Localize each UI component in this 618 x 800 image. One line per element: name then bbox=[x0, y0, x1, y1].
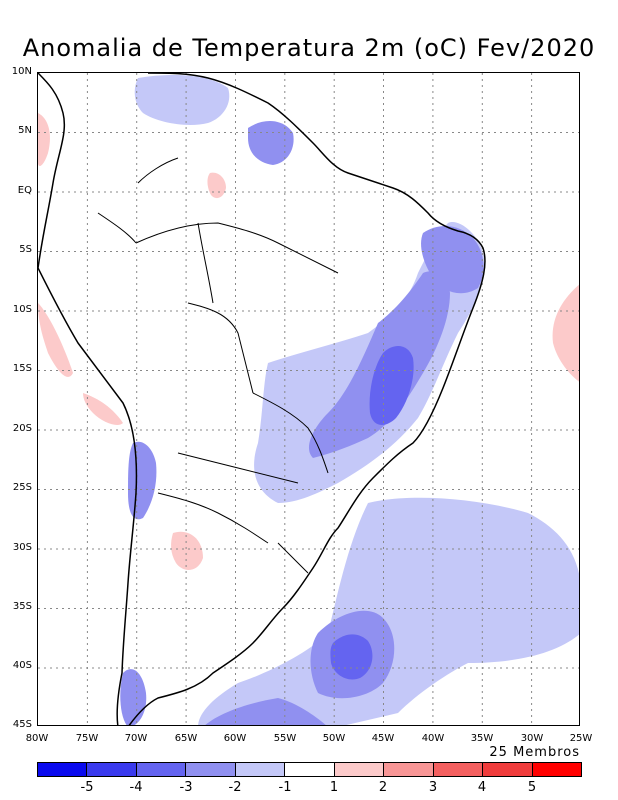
colorbar-label: -3 bbox=[179, 780, 193, 795]
anomaly-region-pacific-warm bbox=[38, 303, 73, 377]
colorbar-cell bbox=[235, 763, 286, 776]
lon-tick: 65W bbox=[174, 733, 198, 744]
colorbar-label: -4 bbox=[129, 780, 143, 795]
grid-lines bbox=[38, 73, 579, 725]
map-frame bbox=[37, 72, 580, 726]
members-label: 25 Membros bbox=[489, 745, 580, 760]
lat-tick: 15S bbox=[12, 363, 32, 374]
colorbar-label: 1 bbox=[329, 780, 339, 795]
lat-tick: 30S bbox=[12, 542, 32, 553]
lat-tick: 45S bbox=[12, 719, 32, 730]
country-borders bbox=[97, 157, 339, 574]
colorbar bbox=[37, 762, 582, 777]
anomaly-region-atlantic-cold-3 bbox=[330, 634, 373, 680]
anomaly-region-amazon-warm bbox=[207, 172, 226, 199]
colorbar-label: 4 bbox=[477, 780, 487, 795]
anomaly-region-pacific-warm-2 bbox=[83, 393, 123, 425]
colorbar-cell bbox=[532, 763, 581, 776]
lat-tick: EQ bbox=[17, 185, 32, 196]
lat-tick: 5N bbox=[18, 125, 32, 136]
lat-tick: 25S bbox=[12, 482, 32, 493]
anomaly-region-south-cold bbox=[205, 698, 326, 725]
anomaly-map bbox=[38, 73, 579, 725]
anomaly-region-northeast-cold bbox=[421, 226, 484, 294]
lon-tick: 75W bbox=[75, 733, 99, 744]
anomaly-region-guiana-cold bbox=[248, 121, 294, 165]
anomaly-region-north-warm bbox=[38, 113, 50, 166]
colorbar-label: -1 bbox=[278, 780, 292, 795]
lat-tick: 40S bbox=[12, 660, 32, 671]
anomaly-fills bbox=[38, 75, 579, 725]
lon-tick: 25W bbox=[569, 733, 593, 744]
lon-tick: 70W bbox=[124, 733, 148, 744]
lon-tick: 80W bbox=[25, 733, 49, 744]
colorbar-cell bbox=[87, 763, 137, 776]
lat-tick: 35S bbox=[12, 601, 32, 612]
lat-tick: 10S bbox=[12, 304, 32, 315]
colorbar-cell bbox=[334, 763, 385, 776]
anomaly-region-brazil-cold-3 bbox=[369, 346, 414, 425]
lat-tick: 5S bbox=[19, 244, 32, 255]
lat-tick: 20S bbox=[12, 423, 32, 434]
colorbar-cell bbox=[136, 763, 187, 776]
anomaly-region-north-cold bbox=[134, 75, 230, 125]
colorbar-label: -2 bbox=[228, 780, 242, 795]
lon-tick: 40W bbox=[421, 733, 445, 744]
lon-tick: 50W bbox=[322, 733, 346, 744]
lon-tick: 45W bbox=[371, 733, 395, 744]
colorbar-cell bbox=[384, 763, 434, 776]
colorbar-cell bbox=[186, 763, 236, 776]
colorbar-label: 2 bbox=[378, 780, 388, 795]
anomaly-region-atlantic-cold bbox=[198, 497, 579, 725]
lon-tick: 35W bbox=[470, 733, 494, 744]
lon-tick: 30W bbox=[520, 733, 544, 744]
colorbar-cell bbox=[38, 763, 88, 776]
anomaly-region-andes-cold bbox=[128, 441, 157, 520]
anomaly-region-east-warm bbox=[552, 284, 579, 382]
anomaly-region-patagonia-cold bbox=[120, 669, 147, 725]
lon-tick: 60W bbox=[223, 733, 247, 744]
colorbar-label: 5 bbox=[527, 780, 537, 795]
lat-tick: 10N bbox=[11, 66, 32, 77]
colorbar-cell bbox=[483, 763, 533, 776]
colorbar-label: -5 bbox=[80, 780, 94, 795]
colorbar-cell bbox=[433, 763, 484, 776]
colorbar-cell bbox=[285, 763, 335, 776]
anomaly-region-argentina-warm bbox=[171, 531, 203, 570]
coastline bbox=[38, 73, 486, 725]
colorbar-label: 3 bbox=[428, 780, 438, 795]
map-title: Anomalia de Temperatura 2m (oC) Fev/2020 bbox=[22, 34, 596, 62]
lon-tick: 55W bbox=[273, 733, 297, 744]
